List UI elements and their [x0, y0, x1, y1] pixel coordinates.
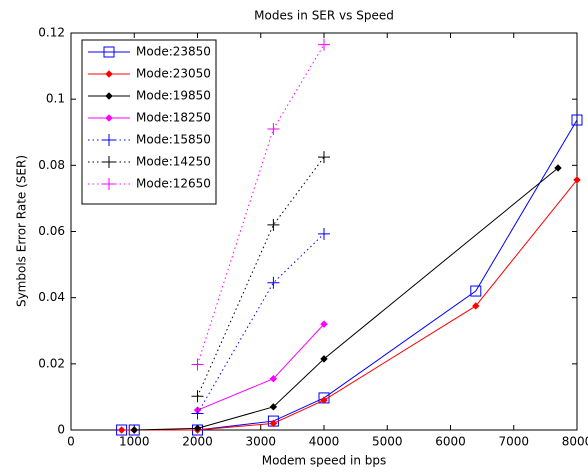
- marker: [269, 403, 278, 411]
- y-axis-label: Symbols Error Rate (SER): [15, 155, 29, 307]
- marker: [318, 227, 330, 240]
- marker: [191, 390, 204, 403]
- legend-label: Mode:18250: [136, 111, 211, 125]
- x-tick-label: 3000: [245, 435, 276, 449]
- legend-marker: [103, 178, 115, 190]
- y-tick-label: 0.1: [46, 92, 65, 106]
- marker: [320, 355, 328, 363]
- y-tick-label: 0.04: [38, 290, 65, 304]
- y-tick-label: 0.08: [38, 158, 65, 172]
- marker: [267, 276, 280, 289]
- y-tick-label: 0.06: [38, 224, 65, 238]
- x-axis-label: Modem speed in bps: [262, 454, 387, 468]
- y-tick-label: 0.12: [38, 26, 65, 40]
- legend-label: Mode:14250: [136, 155, 211, 169]
- x-tick-label: 4000: [309, 435, 340, 449]
- x-tick-label: 2000: [182, 435, 213, 449]
- y-tick-label: 0: [57, 423, 65, 437]
- marker: [554, 164, 562, 172]
- legend-label: Mode:23850: [136, 45, 211, 59]
- legend-label: Mode:23050: [136, 67, 211, 81]
- marker: [571, 114, 583, 126]
- legend-marker: [103, 46, 115, 58]
- marker: [472, 302, 480, 310]
- x-tick-label: 1000: [119, 435, 150, 449]
- marker: [130, 426, 138, 434]
- marker: [320, 320, 328, 328]
- marker: [193, 424, 202, 433]
- marker: [267, 122, 280, 135]
- legend-label: Mode:15850: [136, 133, 211, 147]
- marker: [191, 358, 204, 371]
- marker: [573, 176, 581, 184]
- legend-marker: [105, 114, 113, 122]
- marker: [318, 151, 330, 164]
- marker: [191, 407, 204, 420]
- marker: [470, 285, 482, 297]
- series-line: [197, 44, 325, 365]
- x-tick-label: 5000: [372, 435, 403, 449]
- x-tick-label: 0: [67, 435, 75, 449]
- legend-marker: [103, 134, 115, 146]
- chart-title: Modes in SER vs Speed: [254, 9, 394, 23]
- legend-box: [81, 39, 217, 205]
- marker: [318, 38, 330, 51]
- marker: [269, 419, 278, 428]
- series-line: [197, 156, 325, 397]
- legend-label: Mode:19850: [136, 89, 211, 103]
- legend-marker: [105, 92, 113, 100]
- x-tick-label: 6000: [435, 435, 466, 449]
- marker: [267, 218, 280, 231]
- marker: [117, 426, 126, 434]
- marker: [269, 375, 278, 383]
- legend-label: Mode:12650: [136, 177, 211, 191]
- legend-marker: [105, 70, 113, 78]
- marker: [320, 396, 328, 404]
- y-tick-label: 0.02: [38, 356, 65, 370]
- legend-marker: [103, 156, 115, 168]
- x-tick-label: 7000: [498, 435, 529, 449]
- series-line: [197, 233, 325, 414]
